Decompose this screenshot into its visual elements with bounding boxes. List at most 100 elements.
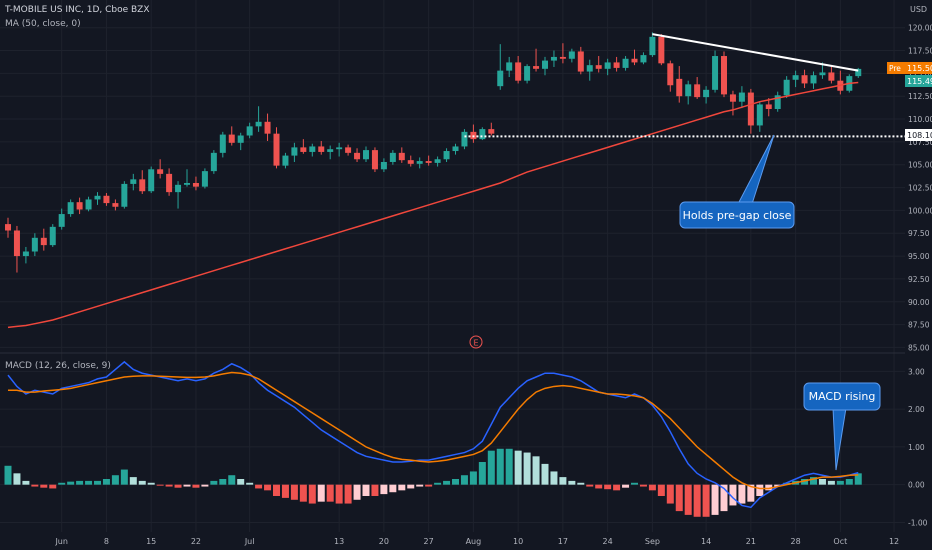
macd-callout[interactable]: MACD rising <box>803 382 881 471</box>
histogram-bar <box>398 484 406 491</box>
price-tick-label: 110.00 <box>908 115 932 124</box>
candle-body <box>416 161 423 164</box>
candle <box>479 127 486 141</box>
candle <box>85 196 92 212</box>
candle-body <box>559 56 566 59</box>
macd-histogram <box>4 448 862 517</box>
candle <box>828 65 835 84</box>
histogram-bar <box>469 471 477 485</box>
candle <box>443 148 450 162</box>
histogram-bar <box>210 480 218 485</box>
ma-indicator-title[interactable]: MA (50, close, 0) <box>5 19 81 29</box>
candle <box>255 106 262 132</box>
histogram-bar <box>335 484 343 504</box>
candle <box>631 49 638 66</box>
histogram-bar <box>237 479 245 485</box>
earnings-marker-label: E <box>473 339 478 348</box>
histogram-bar <box>76 480 84 485</box>
histogram-bar <box>326 484 334 502</box>
candle <box>649 32 656 57</box>
time-tick-label: 17 <box>558 537 568 546</box>
histogram-bar <box>577 482 585 485</box>
time-tick-label: Jun <box>54 537 68 546</box>
histogram-bar <box>102 479 110 485</box>
histogram-bar <box>568 480 576 485</box>
trendline[interactable] <box>652 33 859 72</box>
candle-body <box>13 230 20 257</box>
candle-body <box>380 161 387 170</box>
candle-body <box>300 147 307 152</box>
candle <box>801 69 808 88</box>
candle-body <box>210 152 217 172</box>
histogram-bar <box>407 484 415 489</box>
histogram-bar <box>532 456 540 485</box>
candle-body <box>855 68 862 77</box>
candle-body <box>452 146 459 152</box>
time-tick-label: 21 <box>746 537 756 546</box>
candle-body <box>94 195 101 200</box>
candle-body <box>819 72 826 76</box>
histogram-bar <box>425 484 433 487</box>
histogram-bar <box>613 484 621 491</box>
macd-tick-label: 3.00 <box>908 367 925 376</box>
earnings-marker[interactable]: E <box>469 335 483 349</box>
candle-body <box>479 129 486 140</box>
macd-axis[interactable]: 3.00 2.00 1.00 0.00 -1.00 <box>908 367 928 527</box>
time-tick-label: Sep <box>645 537 660 546</box>
candle-body <box>148 169 155 192</box>
histogram-bar <box>165 484 173 487</box>
candle <box>640 52 647 65</box>
candle <box>157 159 164 179</box>
price-tick-label: 87.50 <box>908 321 930 330</box>
candle-body <box>354 152 361 160</box>
candle <box>336 142 343 157</box>
time-axis[interactable]: Jun 8 15 22 Jul 13 20 27 Aug 10 17 24 Sep 14 21 28 Oct 12 <box>54 537 899 546</box>
candle <box>613 56 620 72</box>
candle <box>765 98 772 117</box>
histogram-bar <box>711 484 719 515</box>
macd-indicator-title[interactable]: MACD (12, 26, close, 9) <box>5 361 111 371</box>
candle-body <box>586 65 593 72</box>
histogram-bar <box>380 484 388 495</box>
candle <box>658 34 665 66</box>
histogram-bar <box>747 484 755 502</box>
candle <box>354 148 361 162</box>
candle-body <box>649 36 656 56</box>
candle-body <box>49 226 56 246</box>
candle <box>855 67 862 78</box>
pregap-callout[interactable]: Holds pre-gap close <box>679 134 795 229</box>
pre-value: 115.50 <box>907 64 932 73</box>
last-price-tag: 115.49 <box>905 75 932 87</box>
candle <box>738 86 745 109</box>
candle <box>559 43 566 64</box>
candle <box>22 246 29 264</box>
histogram-bar <box>40 484 48 488</box>
candle-body <box>425 161 432 163</box>
candle-body <box>309 146 316 152</box>
candle <box>533 48 540 72</box>
histogram-bar <box>299 484 307 502</box>
candle-body <box>506 62 513 71</box>
candle <box>380 158 387 173</box>
candle-body <box>175 184 182 193</box>
candle-body <box>58 214 65 227</box>
candle-body <box>76 202 83 210</box>
candle-body <box>246 126 253 136</box>
histogram-bar <box>353 484 361 500</box>
histogram-bar <box>702 484 710 517</box>
candle-body <box>255 121 262 127</box>
candle <box>434 156 441 167</box>
time-tick-label: 28 <box>791 537 801 546</box>
histogram-bar <box>156 484 164 486</box>
histogram-bar <box>810 477 817 485</box>
candle-body <box>497 70 504 87</box>
candle <box>497 44 504 90</box>
candle <box>595 56 602 73</box>
candle-body <box>568 51 575 59</box>
candle-body <box>31 237 38 252</box>
candle <box>175 181 182 209</box>
candle <box>747 88 754 134</box>
support-price-tag: 108.10 <box>905 129 932 141</box>
histogram-bar <box>541 463 549 485</box>
